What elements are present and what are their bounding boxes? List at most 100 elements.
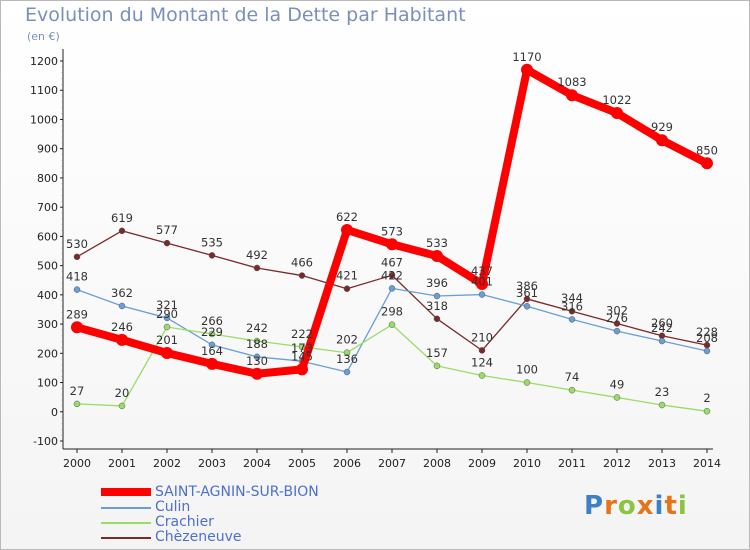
data-label: 573 xyxy=(381,224,403,238)
data-point xyxy=(658,337,666,345)
data-point xyxy=(343,285,351,292)
data-label: 290 xyxy=(156,307,178,321)
data-label: 145 xyxy=(291,349,313,363)
data-label: 533 xyxy=(426,236,448,250)
logo-letter: i xyxy=(677,491,688,521)
data-label: 246 xyxy=(111,320,133,334)
data-label: 386 xyxy=(516,279,538,293)
x-tick-label: 2011 xyxy=(558,457,586,470)
y-tick-label: 400 xyxy=(37,289,58,302)
data-label: 622 xyxy=(336,210,358,224)
data-label: 164 xyxy=(201,344,223,358)
y-tick-label: 800 xyxy=(37,172,58,185)
logo-letter: t xyxy=(664,491,678,521)
data-label: 361 xyxy=(516,286,538,300)
x-tick-label: 2000 xyxy=(63,457,91,470)
logo-letter: r xyxy=(604,491,618,521)
data-label: 202 xyxy=(336,333,358,347)
data-point xyxy=(523,302,531,310)
y-tick-label: -100 xyxy=(33,435,58,448)
y-tick-label: 700 xyxy=(37,201,58,214)
data-label: 23 xyxy=(655,385,670,399)
data-point xyxy=(433,362,441,370)
data-label: 577 xyxy=(156,223,178,237)
data-point xyxy=(566,89,578,102)
data-label: 929 xyxy=(651,120,673,134)
data-point xyxy=(208,341,216,349)
x-tick-label: 2014 xyxy=(693,457,721,470)
legend-label: SAINT-AGNIN-SUR-BION xyxy=(155,484,319,500)
data-point xyxy=(118,302,126,310)
data-point xyxy=(613,320,621,327)
data-point xyxy=(298,343,306,351)
data-label: 173 xyxy=(291,341,313,355)
data-point xyxy=(71,321,83,334)
data-label: 100 xyxy=(516,363,538,377)
data-point xyxy=(523,295,531,303)
data-label: 74 xyxy=(565,370,580,384)
data-point xyxy=(73,253,81,261)
data-point xyxy=(433,292,441,300)
data-point xyxy=(478,372,486,379)
data-label: 260 xyxy=(651,316,673,330)
x-tick-label: 2012 xyxy=(603,457,631,470)
logo-letter: i xyxy=(654,491,665,521)
data-label: 1083 xyxy=(557,75,586,89)
y-tick-label: 200 xyxy=(37,347,58,360)
chart-unit-label: (en €) xyxy=(27,30,60,43)
data-label: 124 xyxy=(471,356,493,370)
x-tick-label: 2008 xyxy=(423,457,451,470)
data-point xyxy=(478,291,486,298)
data-point xyxy=(343,349,351,356)
x-tick-label: 2010 xyxy=(513,457,541,470)
data-point xyxy=(163,239,171,247)
data-point xyxy=(568,307,576,315)
data-point xyxy=(568,386,576,394)
data-point xyxy=(253,353,261,361)
data-label: 222 xyxy=(291,327,313,341)
data-point xyxy=(118,402,126,410)
data-label: 136 xyxy=(336,352,358,366)
x-tick-label: 2004 xyxy=(243,457,271,470)
data-point xyxy=(613,327,621,335)
x-tick-label: 2003 xyxy=(198,457,226,470)
data-label: 242 xyxy=(651,321,673,335)
data-label: 2 xyxy=(703,391,710,405)
y-tick-label: 0 xyxy=(51,406,58,419)
data-label: 298 xyxy=(381,305,403,319)
data-point xyxy=(251,367,263,380)
data-label: 418 xyxy=(66,270,88,284)
legend-swatch xyxy=(101,488,151,496)
data-point xyxy=(701,157,713,170)
x-tick-label: 2002 xyxy=(153,457,181,470)
data-point xyxy=(163,323,171,331)
data-point xyxy=(253,264,261,272)
data-point xyxy=(611,107,623,120)
logo-letter: x xyxy=(636,491,655,521)
data-point xyxy=(388,272,396,279)
data-label: 535 xyxy=(201,235,223,249)
data-label: 1022 xyxy=(602,93,631,107)
data-point xyxy=(73,286,81,293)
data-point xyxy=(433,315,441,323)
y-tick-label: 300 xyxy=(37,318,58,331)
data-label: 210 xyxy=(471,330,493,344)
y-tick-label: 1100 xyxy=(30,84,58,97)
x-tick-label: 2001 xyxy=(108,457,136,470)
data-point xyxy=(521,63,533,76)
y-tick-label: 1000 xyxy=(30,113,58,126)
data-label: 396 xyxy=(426,276,448,290)
data-label: 242 xyxy=(246,321,268,335)
data-label: 20 xyxy=(115,386,130,400)
y-tick-label: 100 xyxy=(37,377,58,390)
legend-swatch xyxy=(101,522,151,524)
data-label: 27 xyxy=(70,384,85,398)
data-label: 401 xyxy=(471,275,493,289)
data-label: 362 xyxy=(111,286,133,300)
data-label: 422 xyxy=(381,268,403,282)
data-point xyxy=(298,272,306,279)
data-point xyxy=(208,330,216,338)
data-point xyxy=(386,238,398,251)
x-tick-label: 2009 xyxy=(468,457,496,470)
data-label: 201 xyxy=(156,333,178,347)
